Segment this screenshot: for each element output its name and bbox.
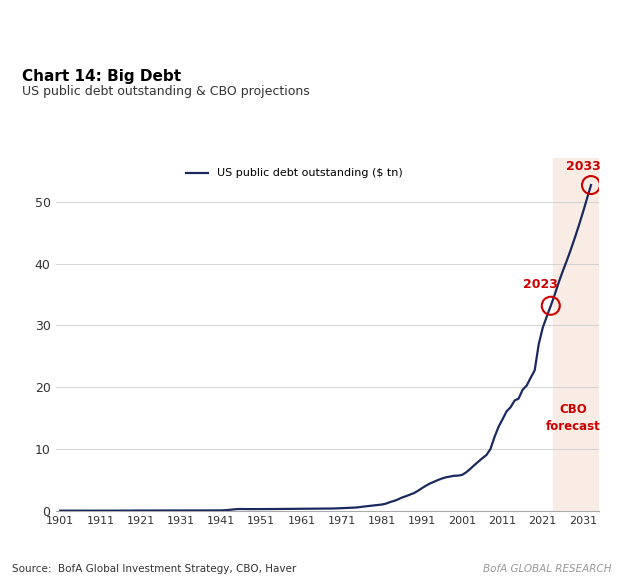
- Text: 2023: 2023: [524, 278, 558, 292]
- Text: CBO
forecast: CBO forecast: [545, 403, 600, 433]
- Text: US public debt outstanding & CBO projections: US public debt outstanding & CBO project…: [22, 85, 310, 98]
- Text: 2033: 2033: [565, 160, 600, 173]
- Text: Chart 14: Big Debt: Chart 14: Big Debt: [22, 69, 181, 84]
- Text: BofA GLOBAL RESEARCH: BofA GLOBAL RESEARCH: [483, 564, 612, 574]
- Text: Source:  BofA Global Investment Strategy, CBO, Haver: Source: BofA Global Investment Strategy,…: [12, 564, 297, 574]
- Legend: US public debt outstanding ($ tn): US public debt outstanding ($ tn): [181, 164, 407, 183]
- Bar: [553, 158, 599, 511]
